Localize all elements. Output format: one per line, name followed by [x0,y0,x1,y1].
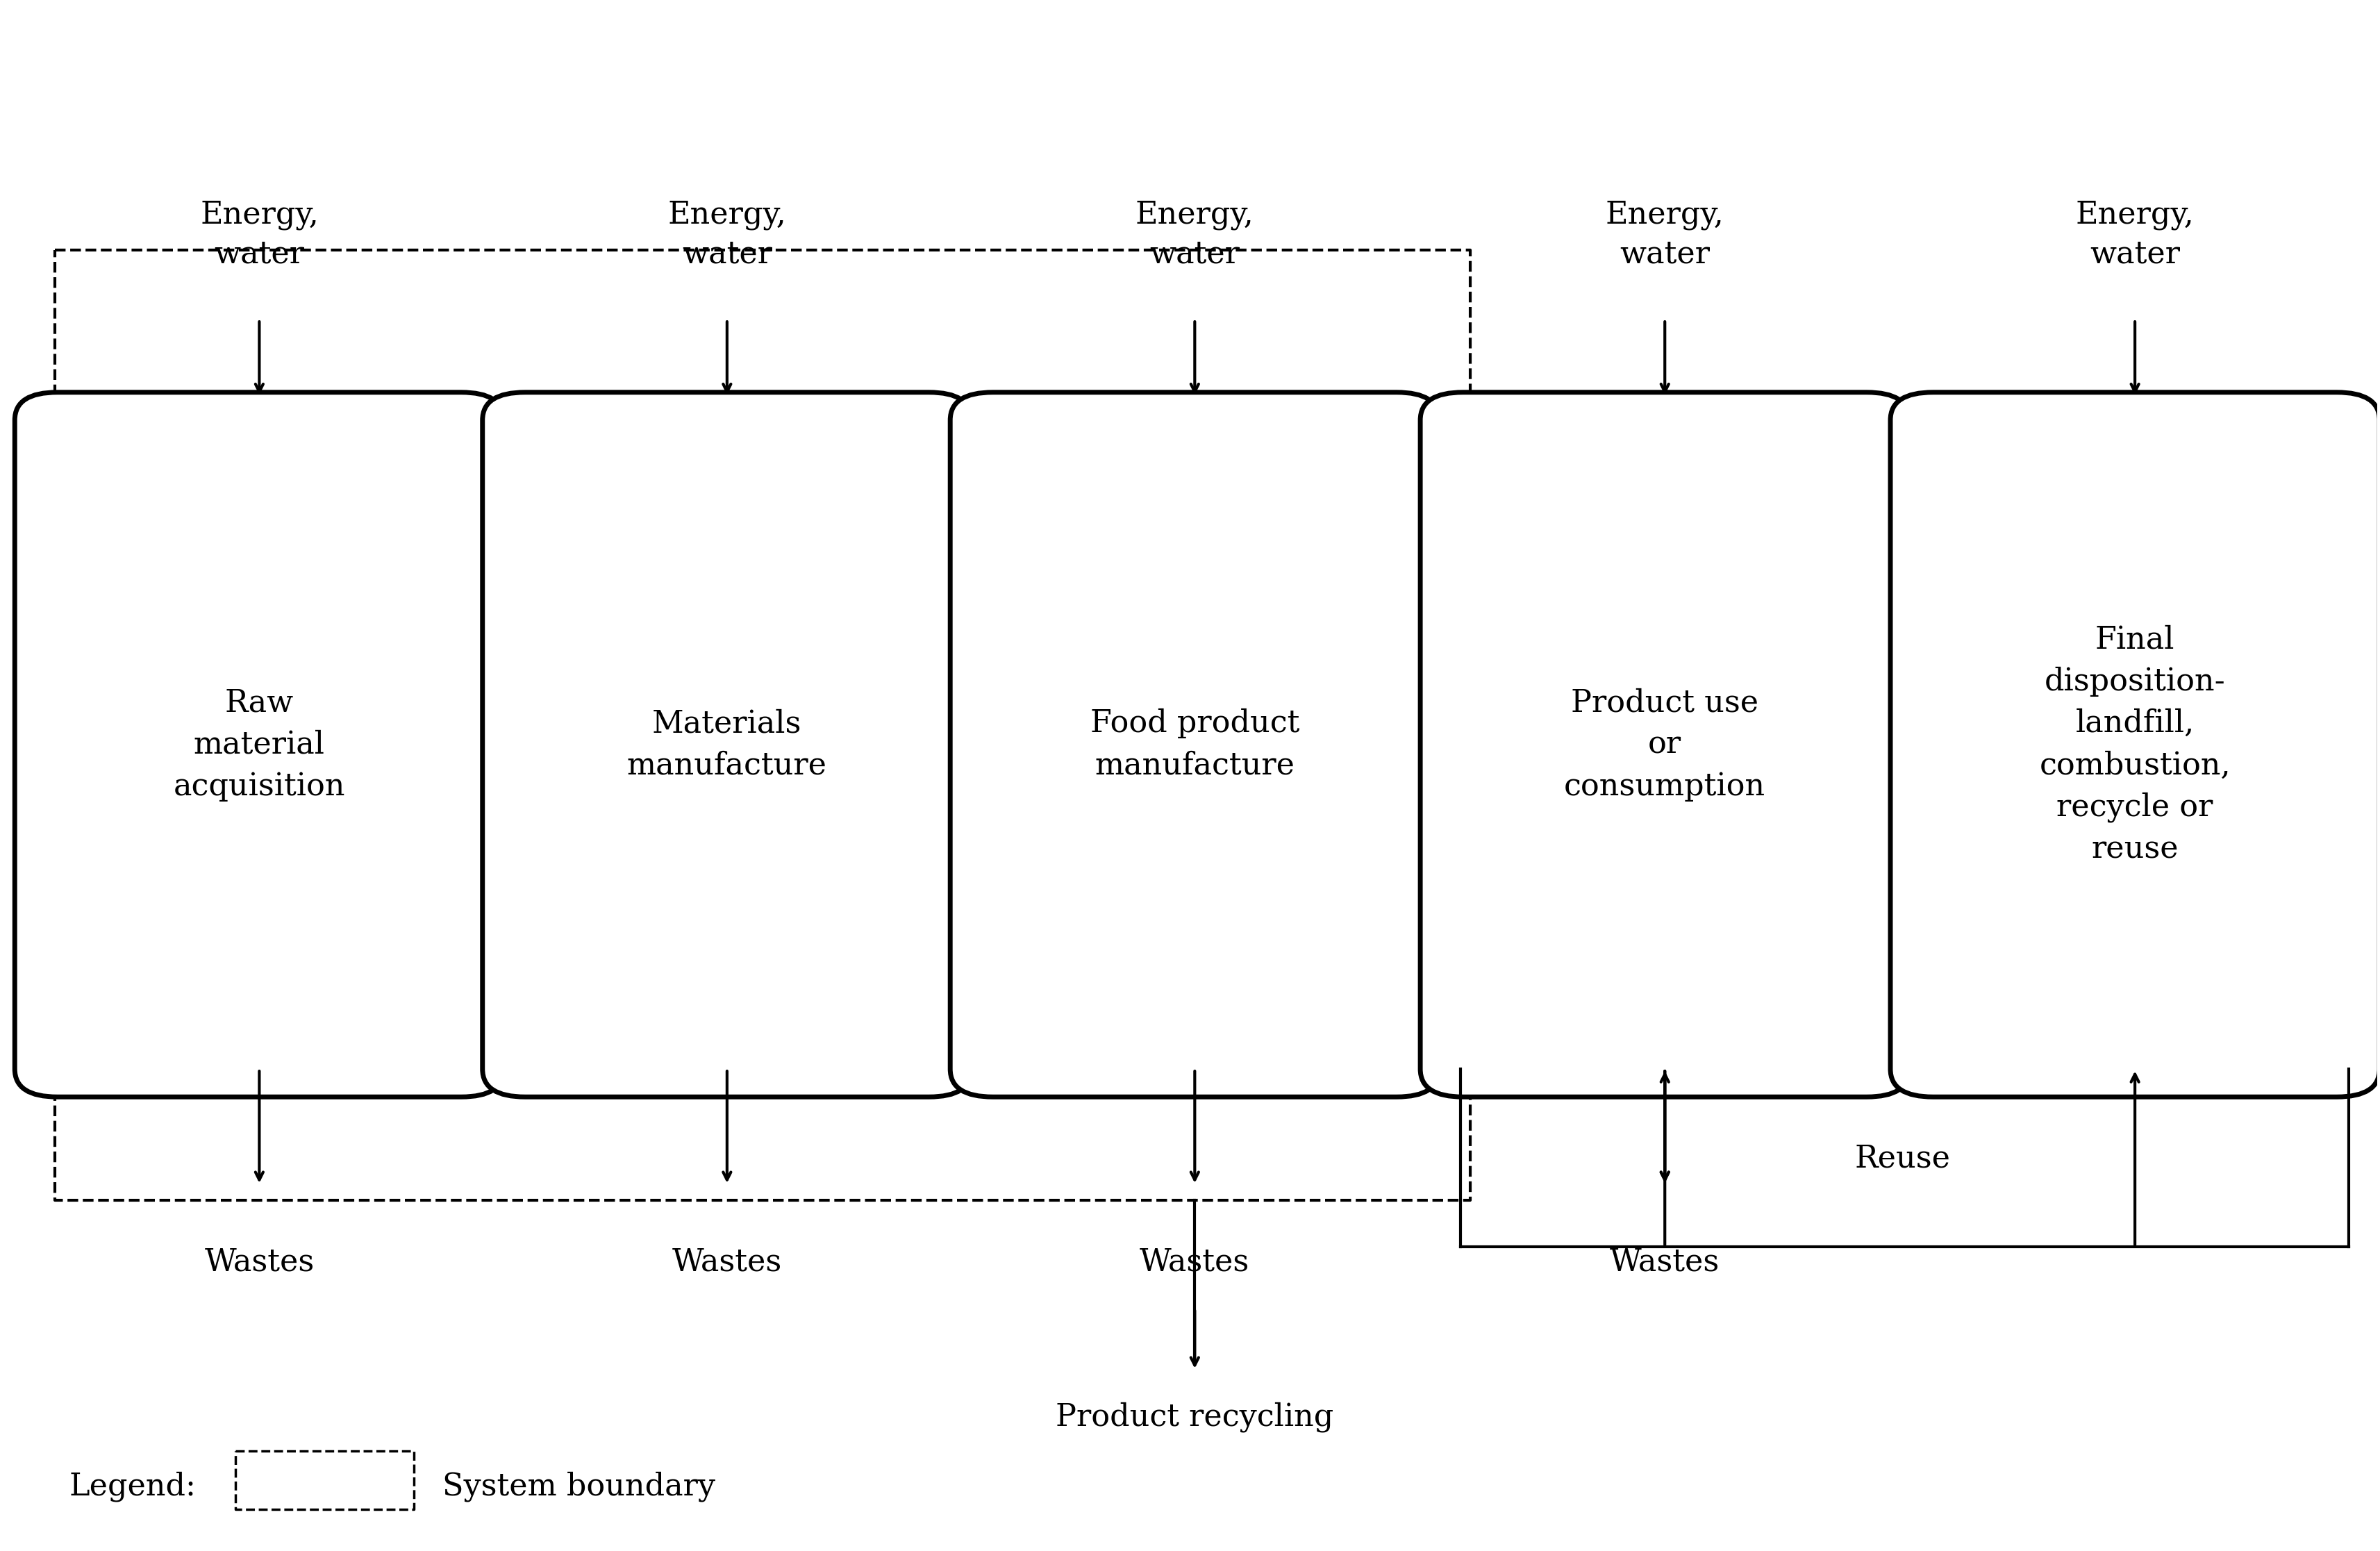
FancyBboxPatch shape [1890,392,2380,1097]
Text: Wastes: Wastes [1609,1247,1721,1276]
Text: Reuse: Reuse [1854,1143,1949,1174]
Text: System boundary: System boundary [443,1472,714,1501]
Text: Wastes: Wastes [1140,1247,1250,1276]
Text: Wastes: Wastes [205,1247,314,1276]
Text: Final
disposition-
landfill,
combustion,
recycle or
reuse: Final disposition- landfill, combustion,… [2040,625,2230,864]
FancyBboxPatch shape [14,392,505,1097]
Text: Product recycling: Product recycling [1057,1402,1333,1432]
Text: Energy,
water: Energy, water [2075,200,2194,270]
FancyBboxPatch shape [950,392,1440,1097]
Text: Energy,
water: Energy, water [669,200,785,270]
Text: Raw
material
acquisition: Raw material acquisition [174,687,345,802]
Text: Legend:: Legend: [69,1472,198,1501]
FancyBboxPatch shape [483,392,971,1097]
FancyBboxPatch shape [1421,392,1909,1097]
Text: Materials
manufacture: Materials manufacture [626,709,826,780]
Text: Energy,
water: Energy, water [1135,200,1254,270]
Text: Wastes: Wastes [671,1247,783,1276]
Polygon shape [55,413,2349,1076]
Text: Energy,
water: Energy, water [200,200,319,270]
Text: Food product
manufacture: Food product manufacture [1090,709,1299,780]
Text: Energy,
water: Energy, water [1607,200,1723,270]
Text: Product use
or
consumption: Product use or consumption [1564,687,1766,802]
